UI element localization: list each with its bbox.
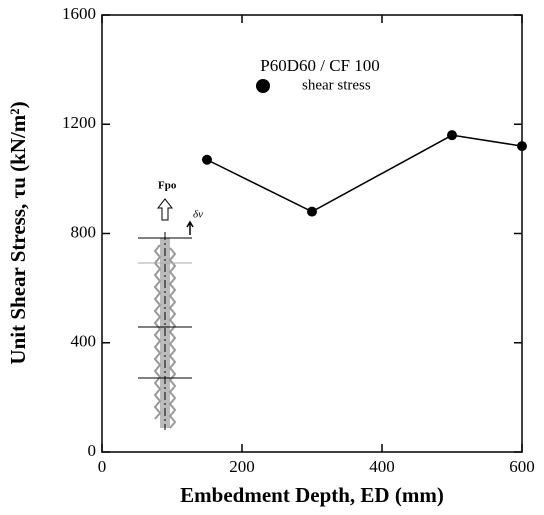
pile-ribs [153, 244, 177, 429]
y-axis-label: Unit Shear Stress, τu (kN/m²) [6, 101, 30, 364]
legend-label: shear stress [302, 77, 371, 93]
data-point [202, 154, 212, 165]
y-tick-label: 0 [88, 441, 97, 460]
series-line [206, 134, 523, 213]
y-tick-label: 400 [71, 332, 97, 351]
x-tick-label: 400 [369, 457, 395, 476]
data-point [517, 141, 527, 152]
y-tick-label: 800 [71, 222, 97, 241]
y-tick-label: 1600 [62, 4, 96, 23]
legend-marker [256, 79, 270, 93]
disp-arrow [186, 220, 194, 235]
x-axis-label: Embedment Depth, ED (mm) [180, 483, 444, 507]
pull-arrow [156, 198, 174, 221]
data-point [447, 130, 457, 141]
x-tick-label: 0 [98, 457, 107, 476]
y-tick-label: 1200 [62, 113, 96, 132]
legend-title: P60D60 / CF 100 [260, 56, 380, 75]
annotation: Fpo [158, 180, 177, 192]
x-tick-label: 200 [229, 457, 255, 476]
annotation: δv [193, 209, 203, 221]
data-point [307, 206, 317, 217]
pile-diagram: Fpo δv [138, 180, 203, 430]
x-tick-label: 600 [509, 457, 535, 476]
